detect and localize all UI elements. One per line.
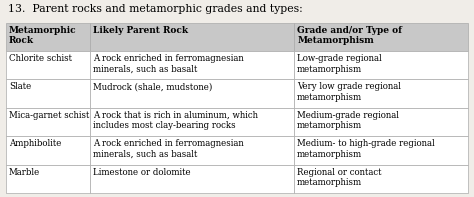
Bar — [294, 51, 468, 79]
Text: Medium-grade regional
metamorphism: Medium-grade regional metamorphism — [297, 111, 399, 130]
Text: Mudrock (shale, mudstone): Mudrock (shale, mudstone) — [93, 82, 213, 91]
Bar — [6, 51, 91, 79]
Text: Mica-garnet schist: Mica-garnet schist — [9, 111, 90, 120]
Text: Grade and/or Type of
Metamorphism: Grade and/or Type of Metamorphism — [297, 26, 402, 45]
Bar — [6, 164, 91, 193]
Text: Chlorite schist: Chlorite schist — [9, 54, 72, 63]
Bar — [294, 108, 468, 136]
Text: Metamorphic
Rock: Metamorphic Rock — [9, 26, 77, 45]
Bar — [91, 108, 294, 136]
Bar — [91, 23, 294, 51]
Bar — [91, 136, 294, 164]
Bar — [294, 136, 468, 164]
Bar — [91, 51, 294, 79]
Text: Limestone or dolomite: Limestone or dolomite — [93, 168, 191, 177]
Bar — [294, 164, 468, 193]
Text: Likely Parent Rock: Likely Parent Rock — [93, 26, 189, 35]
Text: Amphibolite: Amphibolite — [9, 139, 61, 148]
Text: A rock that is rich in aluminum, which
includes most clay-bearing rocks: A rock that is rich in aluminum, which i… — [93, 111, 258, 130]
Text: A rock enriched in ferromagnesian
minerals, such as basalt: A rock enriched in ferromagnesian minera… — [93, 54, 244, 73]
Text: A rock enriched in ferromagnesian
minerals, such as basalt: A rock enriched in ferromagnesian minera… — [93, 139, 244, 159]
Bar — [91, 164, 294, 193]
Bar — [6, 79, 91, 108]
Bar — [294, 79, 468, 108]
Text: 13.  Parent rocks and metamorphic grades and types:: 13. Parent rocks and metamorphic grades … — [8, 4, 303, 14]
Bar — [91, 79, 294, 108]
Bar — [6, 108, 91, 136]
Text: Medium- to high-grade regional
metamorphism: Medium- to high-grade regional metamorph… — [297, 139, 435, 159]
Text: Low-grade regional
metamorphism: Low-grade regional metamorphism — [297, 54, 382, 73]
Bar — [6, 23, 91, 51]
Text: Slate: Slate — [9, 82, 31, 91]
Bar — [294, 23, 468, 51]
Bar — [6, 136, 91, 164]
Text: Very low grade regional
metamorphism: Very low grade regional metamorphism — [297, 82, 401, 102]
Text: Marble: Marble — [9, 168, 40, 177]
Text: Regional or contact
metamorphism: Regional or contact metamorphism — [297, 168, 382, 187]
